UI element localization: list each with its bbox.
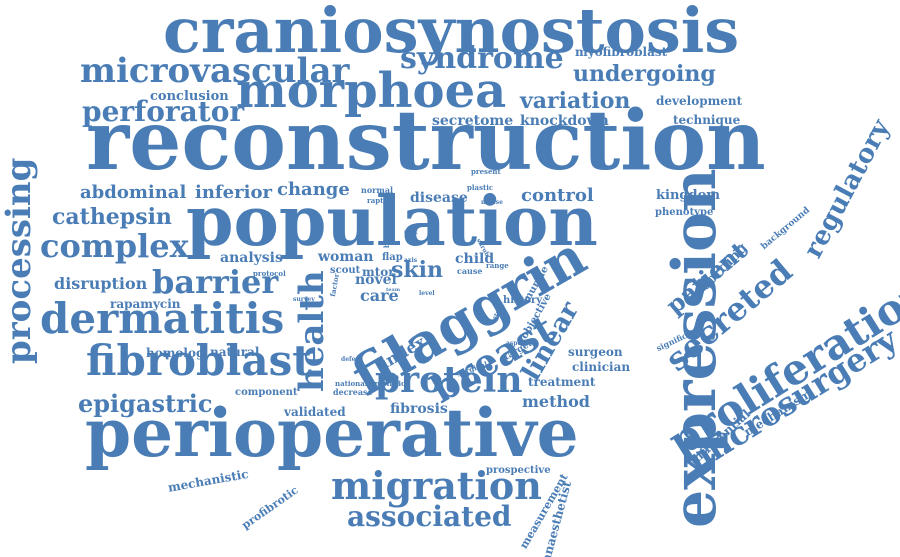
word: treatment [528,375,596,389]
word: perioperative [85,394,579,472]
word: prospective [486,465,551,476]
word: protein [375,359,523,401]
word: disease [410,190,468,206]
word: complex [40,227,189,265]
word: reconstruction [86,93,766,189]
word: knockdown [520,113,609,129]
word: axis [404,257,418,264]
word: raptor [367,196,392,205]
word: epigastric [78,389,213,418]
word: myofibroblast [575,45,668,59]
word: rapamycin [110,297,181,311]
word: kingdom [656,188,721,203]
word: scout [330,265,361,276]
word: fibroblast [86,336,312,385]
word: disruption [54,274,148,293]
word: analysis [220,250,283,266]
word: protocol [253,269,286,278]
word: defect [341,356,362,363]
word: history [503,295,543,306]
word: based [382,225,391,248]
word: homolog [146,346,205,360]
word: level [419,290,435,297]
word: team [386,287,401,293]
word: development [656,94,743,108]
word: morphoea [236,63,507,119]
word: undergoing [573,61,716,87]
word: mouse [481,199,503,206]
word: health [292,270,332,392]
word: technique [673,113,741,127]
word: component [235,387,298,398]
word: craniosynostosis [163,0,740,67]
word: aspect [506,340,528,347]
word: phenotype [655,207,714,218]
word: syndrome [400,41,564,76]
word: control [521,185,594,206]
word: conclusion [150,89,229,104]
word: dermatitis [40,294,285,343]
word: profibrotic [239,483,301,532]
word: regulatory [798,114,897,264]
word: barrier [152,263,279,301]
word: cathepsin [52,204,172,230]
word: care [360,286,399,305]
word: cause [457,266,483,276]
word: mtor [362,265,395,279]
word: novel [355,272,397,288]
word: natural [210,345,260,359]
word: method [522,392,590,411]
word: clinician [572,360,631,374]
word: secretome [432,113,514,129]
word: child [455,251,495,267]
word: abdominal [80,182,187,203]
word: surgeon [568,345,623,359]
word: change [277,179,350,200]
word: associated [347,500,512,533]
word: population [186,182,598,262]
word: migration [331,463,542,508]
word: validated [284,405,346,419]
word: unit [404,229,418,236]
word: national [335,379,368,388]
word: perforator [82,95,245,128]
word: fibrosis [390,401,448,417]
word: flap [382,252,403,263]
word: processing [0,157,39,364]
word: woman [318,249,374,265]
word: inferior [195,182,272,203]
word: decrease [333,387,373,397]
word: normal [361,185,394,195]
word: intrinsic [372,379,406,388]
word: factor [328,272,341,298]
word: skin [391,257,443,283]
word: present [471,167,501,176]
word: range [486,261,509,270]
word: microvascular [80,51,350,91]
word: plastic [467,183,494,192]
word: variation [520,88,631,114]
word: survey [293,296,315,303]
